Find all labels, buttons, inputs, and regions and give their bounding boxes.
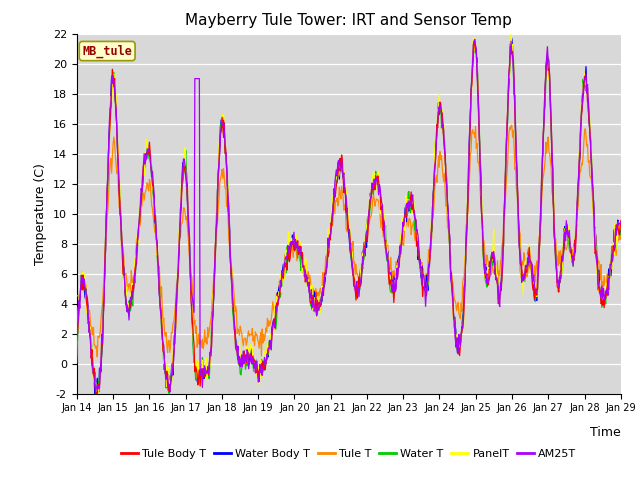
Tule Body T (140, 163, 147, 169)
Water T (469, 44, 477, 49)
Tule T (431, 178, 439, 184)
Tule T (416, 254, 424, 260)
AM25T (166, 389, 173, 395)
Tule T (140, 190, 147, 196)
AM25T (139, 184, 147, 190)
AM25T (83, 292, 90, 298)
PanelT (508, 31, 515, 36)
Text: MB_tule: MB_tule (82, 44, 132, 58)
Tule Body T (470, 38, 478, 44)
Water T (223, 174, 231, 180)
PanelT (195, 358, 202, 364)
Tule T (223, 196, 231, 202)
Water T (617, 232, 625, 238)
Title: Mayberry Tule Tower: IRT and Sensor Temp: Mayberry Tule Tower: IRT and Sensor Temp (186, 13, 512, 28)
AM25T (431, 157, 439, 163)
Water T (83, 300, 90, 306)
AM25T (73, 333, 81, 339)
PanelT (416, 252, 424, 258)
Water T (195, 375, 202, 381)
PanelT (93, 391, 101, 396)
Tule T (73, 293, 81, 299)
Line: Tule T: Tule T (77, 125, 621, 357)
PanelT (83, 310, 90, 316)
Water Body T (508, 36, 516, 41)
PanelT (73, 335, 81, 341)
Tule Body T (195, 375, 202, 381)
Water Body T (73, 354, 81, 360)
Water Body T (91, 391, 99, 396)
Line: Water T: Water T (77, 47, 621, 394)
Tule Body T (617, 218, 625, 224)
Water T (140, 170, 147, 176)
Tule Body T (223, 181, 231, 187)
Tule Body T (83, 300, 90, 305)
Water Body T (431, 156, 439, 161)
Tule Body T (92, 391, 100, 396)
Tule T (508, 122, 515, 128)
Tule T (195, 331, 202, 337)
Water Body T (617, 228, 625, 234)
Line: Tule Body T: Tule Body T (77, 41, 621, 394)
PanelT (617, 225, 625, 231)
Tule Body T (431, 158, 439, 164)
Y-axis label: Temperature (C): Temperature (C) (35, 163, 47, 264)
Water Body T (195, 370, 202, 375)
Water Body T (83, 300, 90, 306)
Tule T (93, 354, 101, 360)
AM25T (416, 256, 424, 262)
AM25T (223, 185, 231, 191)
Water T (93, 391, 101, 396)
Legend: Tule Body T, Water Body T, Tule T, Water T, PanelT, AM25T: Tule Body T, Water Body T, Tule T, Water… (116, 445, 581, 464)
AM25T (617, 219, 625, 225)
Water T (416, 257, 424, 263)
Water T (73, 360, 81, 366)
AM25T (471, 36, 479, 42)
Water T (431, 139, 439, 144)
Tule T (617, 228, 625, 234)
X-axis label: Time: Time (590, 426, 621, 439)
PanelT (140, 163, 147, 169)
Tule Body T (416, 260, 424, 265)
Line: Water Body T: Water Body T (77, 38, 621, 394)
Line: AM25T: AM25T (77, 39, 621, 392)
Line: PanelT: PanelT (77, 34, 621, 394)
Water Body T (416, 261, 424, 266)
Water Body T (223, 182, 231, 188)
Water Body T (140, 171, 147, 177)
Tule T (83, 293, 90, 299)
Tule Body T (73, 337, 81, 343)
PanelT (431, 136, 439, 142)
AM25T (195, 76, 202, 82)
PanelT (223, 178, 231, 183)
